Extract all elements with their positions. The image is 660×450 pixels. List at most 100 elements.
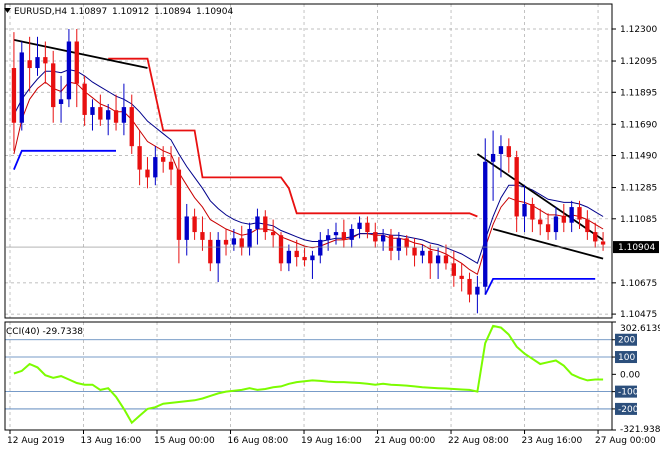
candle-body[interactable] (325, 235, 331, 240)
candle-body[interactable] (357, 222, 362, 229)
candle-body[interactable] (113, 110, 119, 123)
candle-body[interactable] (121, 107, 127, 123)
step_upper-line (108, 57, 478, 218)
candle-body[interactable] (310, 255, 315, 261)
candle-body[interactable] (223, 239, 229, 245)
candle-body[interactable] (585, 219, 590, 233)
candle-body[interactable] (35, 57, 40, 69)
candle-body[interactable] (200, 232, 205, 240)
candle-body[interactable] (365, 222, 370, 233)
candle-body[interactable] (577, 207, 582, 220)
candle-body[interactable] (106, 110, 111, 120)
candle-body[interactable] (553, 216, 559, 233)
candle-body[interactable] (82, 83, 87, 115)
candle-body[interactable] (51, 63, 56, 108)
candle-body[interactable] (420, 250, 425, 256)
candle-body[interactable] (600, 241, 606, 245)
current-price-label: 1.10904 (618, 243, 655, 253)
cci-tick-label: 302.6139 (620, 324, 660, 334)
candle-body[interactable] (538, 219, 543, 225)
candle-body[interactable] (569, 207, 574, 223)
time-tick-label: 19 Aug 16:00 (301, 436, 362, 446)
candle-body[interactable] (498, 146, 504, 154)
time-tick-label: 22 Aug 08:00 (448, 436, 509, 446)
candle-body[interactable] (522, 203, 527, 217)
time-tick-label: 21 Aug 00:00 (375, 436, 436, 446)
candle-body[interactable] (593, 232, 598, 242)
candle-body[interactable] (231, 238, 237, 245)
time-tick-label: 12 Aug 2019 (7, 436, 65, 446)
candle-body[interactable] (247, 228, 252, 248)
main-grid (5, 4, 612, 318)
price-tick-label: 1.11895 (620, 88, 657, 98)
cci-axis[interactable]: 302.6139 200 100 0.00 -100 -200 -321.9383 (612, 321, 660, 435)
candle-body[interactable] (467, 278, 472, 295)
candle-body[interactable] (318, 239, 323, 256)
candle-body[interactable] (11, 68, 17, 123)
cci-series (13, 324, 604, 425)
candle-body[interactable] (137, 146, 142, 170)
candle-body[interactable] (153, 157, 158, 178)
candle-body[interactable] (373, 232, 378, 242)
candle-body[interactable] (255, 216, 260, 229)
candle-body[interactable] (145, 169, 150, 178)
trendline-line (476, 153, 604, 241)
candle-body[interactable] (176, 169, 182, 240)
candle-body[interactable] (475, 286, 480, 295)
candle-body[interactable] (435, 255, 441, 264)
candle-body[interactable] (483, 161, 488, 287)
candle-body[interactable] (443, 255, 449, 264)
candle-body[interactable] (43, 57, 48, 64)
cci-grid (5, 322, 612, 430)
candle-body[interactable] (263, 216, 268, 233)
candle-body[interactable] (490, 153, 496, 162)
candle-body[interactable] (302, 257, 307, 261)
candle-body[interactable] (58, 99, 64, 104)
price-axis[interactable]: 1.12300 1.12095 1.11895 1.11690 1.11490 1.112… (5, 25, 659, 320)
candle-body[interactable] (388, 235, 394, 251)
candle-body[interactable] (396, 238, 401, 251)
candle-body[interactable] (239, 238, 244, 248)
candle-body[interactable] (451, 263, 456, 276)
candle-body[interactable] (428, 250, 433, 264)
candle-body[interactable] (278, 235, 284, 264)
candle-body[interactable] (184, 216, 189, 240)
candle-body[interactable] (333, 232, 339, 236)
candle-body[interactable] (90, 107, 95, 115)
candle-body[interactable] (208, 239, 213, 264)
collapse-triangle-icon[interactable] (4, 8, 11, 13)
candle-body[interactable] (294, 250, 299, 258)
candle-body[interactable] (545, 224, 551, 233)
candle-body[interactable] (380, 235, 386, 242)
candle-body[interactable] (192, 216, 197, 233)
candle-body[interactable] (349, 228, 354, 240)
candle-body[interactable] (161, 157, 166, 162)
trendline-line (492, 228, 604, 260)
candle-body[interactable] (514, 157, 519, 217)
candle-body[interactable] (216, 239, 221, 264)
candle-body[interactable] (19, 52, 24, 123)
candle-body[interactable] (66, 41, 72, 100)
candle-body[interactable] (286, 250, 292, 264)
time-axis[interactable]: 12 Aug 2019 13 Aug 16:00 15 Aug 00:00 16 Au… (7, 430, 656, 446)
price-tick-label: 1.11690 (620, 120, 657, 130)
candle-body[interactable] (98, 107, 103, 120)
candle-body[interactable] (129, 107, 134, 147)
candle-body[interactable] (168, 161, 174, 170)
candle-body[interactable] (341, 232, 347, 240)
candle-body[interactable] (530, 203, 535, 220)
candle-body[interactable] (27, 60, 32, 69)
candle-body[interactable] (561, 216, 566, 223)
candle-body[interactable] (412, 247, 417, 256)
time-tick-label: 27 Aug 00:00 (595, 436, 656, 446)
candle-body[interactable] (270, 232, 276, 236)
cci-level-tag (615, 351, 637, 364)
candle-body[interactable] (404, 238, 409, 248)
candle-body[interactable] (506, 146, 511, 158)
candle-body[interactable] (459, 275, 464, 279)
step_lower-line (484, 277, 596, 296)
candles[interactable] (11, 28, 606, 314)
candle-body[interactable] (74, 41, 79, 84)
